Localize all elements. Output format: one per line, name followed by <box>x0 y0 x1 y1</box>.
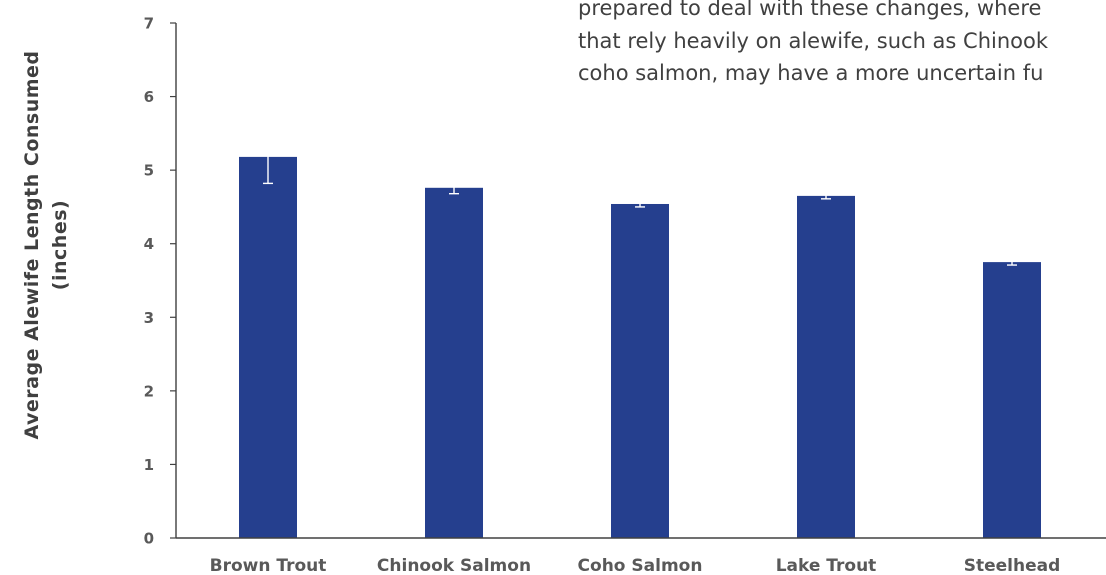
x-tick-label: Steelhead <box>964 556 1061 575</box>
overlay-line-2: that rely heavily on alewife, such as Ch… <box>578 25 1106 58</box>
y-tick-label: 4 <box>144 235 154 253</box>
x-tick-label: Lake Trout <box>776 556 877 575</box>
y-axis-title-line-1: Average Alewife Length Consumed <box>21 50 43 439</box>
x-axis-labels: Brown Trout Chinook Salmon Coho Salmon Lake… <box>210 556 1061 575</box>
bar <box>425 188 483 538</box>
bar <box>983 262 1041 538</box>
bar <box>797 196 855 538</box>
y-tick-label: 7 <box>144 15 154 33</box>
x-tick-label: Brown Trout <box>210 556 327 575</box>
y-axis-title-line-2: (inches) <box>49 200 71 290</box>
y-tick-label: 1 <box>144 456 154 474</box>
y-tick-label: 2 <box>144 382 154 400</box>
overlay-paragraph: prepared to deal with these changes, whe… <box>578 0 1106 90</box>
y-tick-label: 3 <box>144 309 154 327</box>
bar <box>239 157 297 538</box>
overlay-line-3: coho salmon, may have a more uncertain f… <box>578 57 1106 90</box>
y-tick-label: 6 <box>144 88 154 106</box>
y-tick-label: 0 <box>144 530 154 548</box>
x-tick-label: Chinook Salmon <box>377 556 531 575</box>
overlay-line-1: prepared to deal with these changes, whe… <box>578 0 1106 25</box>
y-axis-ticks: 0 1 2 3 4 5 6 7 <box>144 15 176 548</box>
x-tick-label: Coho Salmon <box>578 556 703 575</box>
y-tick-label: 5 <box>144 162 154 180</box>
bar <box>611 204 669 538</box>
bars <box>239 157 1041 538</box>
y-axis-title: Average Alewife Length Consumed (inches) <box>21 50 71 439</box>
